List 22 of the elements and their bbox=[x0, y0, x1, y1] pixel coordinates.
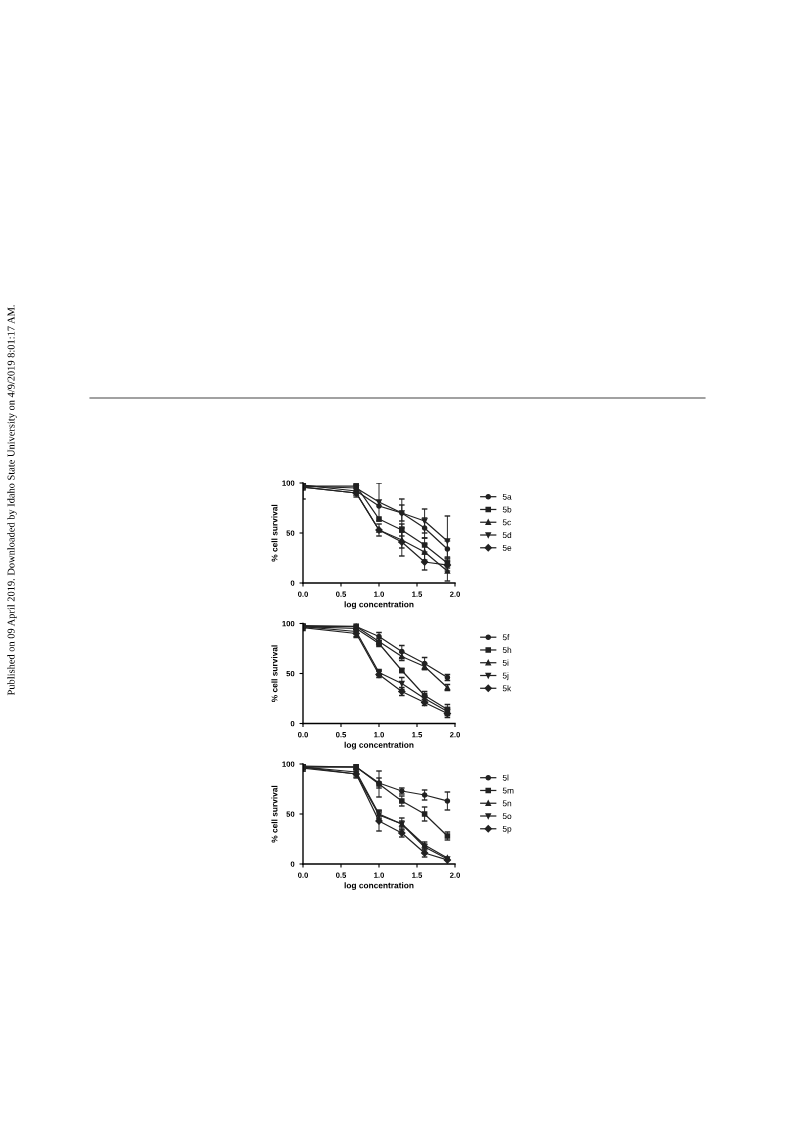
legend-label: 5f bbox=[502, 634, 510, 641]
legend-label: 5a bbox=[502, 493, 512, 500]
legend-label: 5b bbox=[502, 506, 512, 513]
x-axis-title: log concentration bbox=[344, 741, 414, 750]
legend-label: 5h bbox=[502, 646, 512, 653]
legend-label: 5o bbox=[502, 813, 512, 820]
legend-label: 5i bbox=[502, 659, 509, 666]
legend-label: 5p bbox=[502, 825, 512, 834]
legend-label: 5k bbox=[502, 685, 512, 692]
x-axis-title: log concentration bbox=[344, 882, 414, 891]
legend-label: 5j bbox=[502, 672, 509, 681]
y-axis-title: % cell survival bbox=[271, 504, 278, 562]
legend-label: 5e bbox=[502, 544, 512, 551]
legend-label: 5m bbox=[502, 787, 514, 794]
legend-label: 5c bbox=[502, 519, 511, 526]
legend-label: 5n bbox=[502, 800, 512, 807]
legend-label: 5l bbox=[502, 774, 509, 781]
x-axis-title: log concentration bbox=[344, 601, 414, 610]
legend-label: 5d bbox=[502, 531, 512, 539]
y-axis-title: % cell survival bbox=[271, 785, 278, 843]
y-axis-title: % cell survival bbox=[271, 645, 278, 703]
text: Published on 09 April 2019. Downloaded by Idaho State University on 4/9/2019 8:01:17 AM. bbox=[7, 305, 17, 696]
